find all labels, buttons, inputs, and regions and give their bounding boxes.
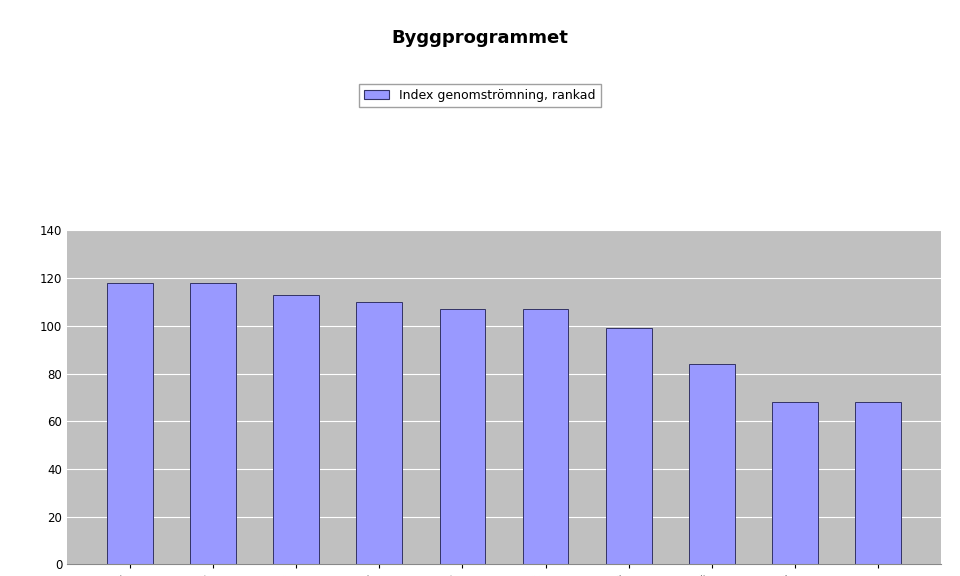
Bar xyxy=(356,302,402,564)
Bar xyxy=(855,402,901,564)
Bar xyxy=(772,402,818,564)
Bar xyxy=(107,283,153,564)
Bar xyxy=(440,309,486,564)
Bar xyxy=(522,309,568,564)
Text: Byggprogrammet: Byggprogrammet xyxy=(392,29,568,47)
Bar xyxy=(606,328,652,564)
Legend: Index genomströmning, rankad: Index genomströmning, rankad xyxy=(359,84,601,107)
Bar xyxy=(689,364,734,564)
Bar xyxy=(190,283,236,564)
Bar xyxy=(274,295,319,564)
